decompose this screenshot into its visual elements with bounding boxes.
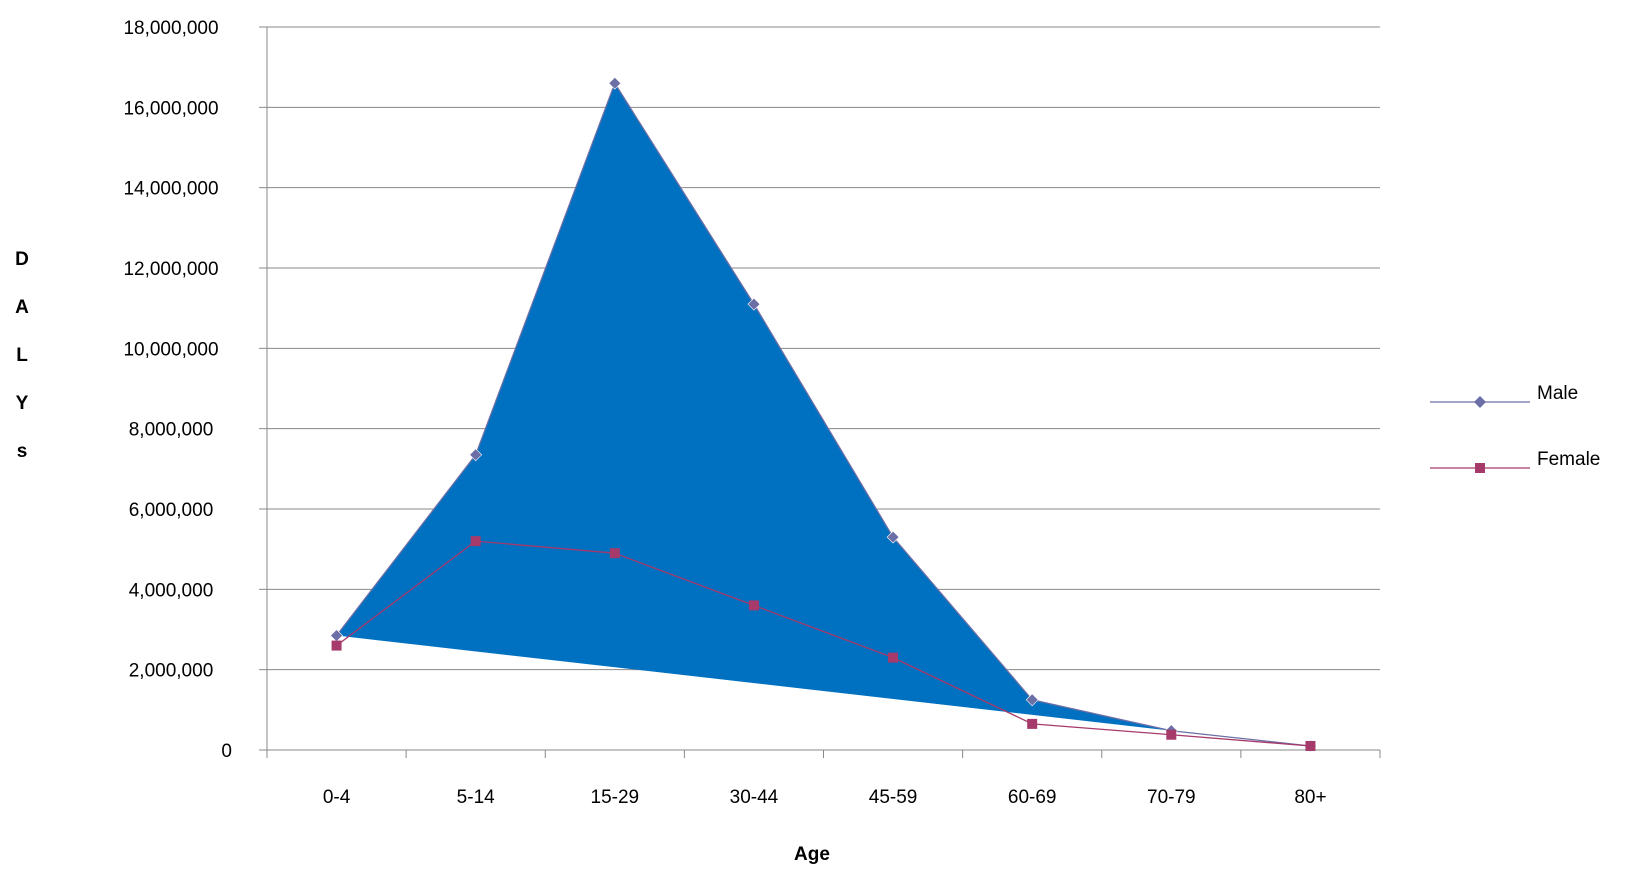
female-data-point (888, 652, 899, 663)
legend-female-marker (1475, 463, 1485, 473)
male-data-point (469, 448, 483, 462)
x-tick-label: 60-69 (1008, 787, 1057, 808)
legend: Male Female (1430, 383, 1600, 473)
male-series-line (336, 81, 1311, 747)
x-axis-title: Age (794, 844, 830, 865)
y-tick-label: 10,000,000 (123, 339, 218, 360)
y-axis-title-char: L (16, 345, 28, 366)
y-tick-label: 0 (221, 741, 232, 762)
y-axis-title-char: s (17, 441, 28, 462)
male-data-point (608, 76, 622, 90)
y-tick-label: 14,000,000 (123, 179, 218, 200)
axes (266, 27, 1381, 758)
female-series-line (336, 540, 1311, 747)
female-data-point (1305, 740, 1316, 751)
female-data-point (609, 548, 620, 559)
male-data-point (886, 530, 900, 544)
shaded-area (336, 83, 1172, 731)
female-data-point (470, 536, 481, 547)
x-tick-label: 80+ (1294, 787, 1326, 808)
male-data-point (747, 297, 761, 311)
y-axis-tick-labels: 0 2,000,000 4,000,000 6,000,000 8,000,000 10,… (123, 18, 232, 762)
y-tick-label: 18,000,000 (123, 18, 218, 39)
x-tick-label: 70-79 (1147, 787, 1196, 808)
x-axis-tick-labels: 0-4 5-14 15-29 30-44 45-59 60-69 70-79 80+ (323, 787, 1327, 808)
y-tick-label: 8,000,000 (129, 420, 214, 441)
female-data-point (1166, 729, 1177, 740)
y-axis-title-char: D (15, 249, 29, 270)
y-axis-title-char: Y (16, 393, 29, 414)
legend-male-marker (1474, 396, 1486, 408)
x-tick-label: 5-14 (457, 787, 495, 808)
y-tick-label: 12,000,000 (123, 259, 218, 280)
y-tick-label: 16,000,000 (123, 98, 218, 119)
x-tick-label: 0-4 (323, 787, 351, 808)
y-tick-label: 2,000,000 (129, 661, 214, 682)
x-tick-label: 45-59 (869, 787, 918, 808)
x-tick-label: 30-44 (730, 787, 779, 808)
female-data-point (748, 600, 759, 611)
y-axis-title-char: A (15, 297, 29, 318)
female-data-point (1027, 718, 1038, 729)
series-layer (330, 76, 1317, 753)
y-tick-label: 6,000,000 (129, 500, 214, 521)
male-data-point (1025, 693, 1039, 707)
x-tick-label: 15-29 (591, 787, 640, 808)
female-data-point (331, 640, 342, 651)
legend-male-label: Male (1537, 383, 1578, 404)
legend-female-label: Female (1537, 449, 1600, 470)
male-area-fill (336, 83, 1172, 731)
y-tick-label: 4,000,000 (129, 580, 214, 601)
